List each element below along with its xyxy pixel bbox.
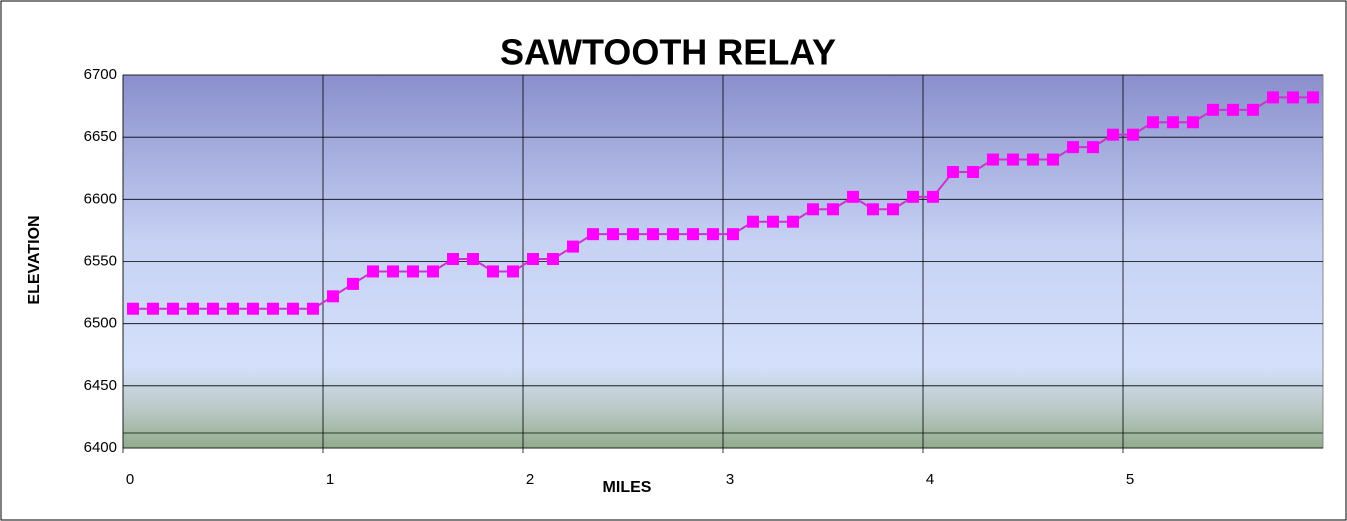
x-tick-label: 1	[326, 471, 334, 488]
data-point	[127, 302, 139, 315]
data-point	[347, 277, 359, 290]
data-point	[967, 165, 979, 178]
data-point	[407, 265, 419, 278]
data-point	[1207, 103, 1219, 116]
data-point	[827, 203, 839, 216]
data-point	[1107, 128, 1119, 141]
data-point	[807, 203, 819, 216]
data-point	[487, 265, 499, 278]
data-point	[247, 302, 259, 315]
data-point	[1047, 153, 1059, 166]
data-point	[987, 153, 999, 166]
data-point	[1287, 91, 1299, 104]
data-point	[1187, 116, 1199, 129]
data-point	[1147, 116, 1159, 129]
data-point	[847, 190, 859, 203]
data-point	[147, 302, 159, 315]
data-point	[887, 203, 899, 216]
chart-title: SAWTOOTH RELAY	[500, 32, 836, 73]
data-point	[607, 228, 619, 241]
y-tick-label: 6650	[84, 128, 117, 145]
x-tick-label: 2	[526, 471, 534, 488]
data-point	[927, 190, 939, 203]
data-point	[187, 302, 199, 315]
data-point	[727, 228, 739, 241]
data-point	[1307, 91, 1319, 104]
data-point	[1167, 116, 1179, 129]
x-tick-label: 3	[726, 471, 734, 488]
data-point	[947, 165, 959, 178]
data-point	[527, 253, 539, 266]
y-axis-label: ELEVATION	[26, 215, 43, 304]
x-tick-label: 4	[926, 471, 934, 488]
data-point	[287, 302, 299, 315]
data-point	[367, 265, 379, 278]
data-point	[1267, 91, 1279, 104]
data-point	[567, 240, 579, 253]
data-point	[1027, 153, 1039, 166]
data-point	[667, 228, 679, 241]
data-point	[447, 253, 459, 266]
data-point	[787, 215, 799, 228]
data-point	[387, 265, 399, 278]
x-tick-label: 0	[126, 471, 134, 488]
data-point	[1127, 128, 1139, 141]
y-tick-label: 6600	[84, 190, 117, 207]
data-point	[327, 290, 339, 303]
data-point	[747, 215, 759, 228]
data-point	[707, 228, 719, 241]
data-point	[427, 265, 439, 278]
data-point	[467, 253, 479, 266]
data-point	[1087, 141, 1099, 154]
data-point	[907, 190, 919, 203]
data-point	[647, 228, 659, 241]
data-point	[1007, 153, 1019, 166]
data-point	[1247, 103, 1259, 116]
data-point	[267, 302, 279, 315]
y-tick-label: 6700	[84, 66, 117, 83]
data-point	[547, 253, 559, 266]
y-tick-label: 6400	[84, 439, 117, 456]
data-point	[1227, 103, 1239, 116]
data-point	[167, 302, 179, 315]
x-tick-label: 5	[1126, 471, 1134, 488]
data-point	[687, 228, 699, 241]
data-point	[867, 203, 879, 216]
data-point	[587, 228, 599, 241]
y-tick-label: 6500	[84, 315, 117, 332]
data-point	[1067, 141, 1079, 154]
data-point	[627, 228, 639, 241]
x-axis-label: MILES	[603, 479, 652, 496]
data-point	[207, 302, 219, 315]
data-point	[227, 302, 239, 315]
data-point	[307, 302, 319, 315]
y-tick-label: 6550	[84, 252, 117, 269]
data-point	[767, 215, 779, 228]
data-point	[507, 265, 519, 278]
y-tick-label: 6450	[84, 377, 117, 394]
